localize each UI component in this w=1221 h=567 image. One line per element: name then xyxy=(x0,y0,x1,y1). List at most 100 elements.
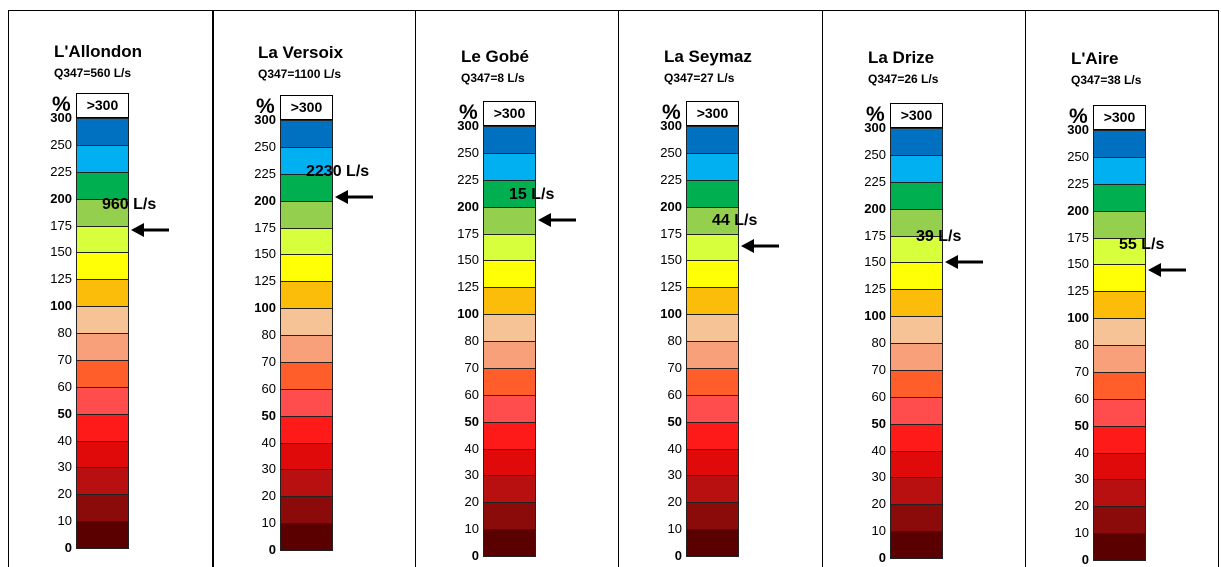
tick-label: 175 xyxy=(254,219,276,235)
scale-band xyxy=(890,450,943,478)
scale-band xyxy=(280,281,333,309)
overflow-box: >300 xyxy=(1093,105,1146,130)
tick-label: 100 xyxy=(50,298,72,314)
tick-label: 60 xyxy=(57,378,72,394)
overflow-box: >300 xyxy=(686,101,739,126)
tick-label: 40 xyxy=(261,434,276,450)
tick-label: 225 xyxy=(50,163,72,179)
scale-band xyxy=(890,262,943,290)
tick-label: 20 xyxy=(261,488,276,504)
scale-band xyxy=(686,421,739,449)
scale-band xyxy=(76,252,129,280)
percent-unit-label: % xyxy=(256,95,275,118)
tick-label: 300 xyxy=(457,118,479,133)
tick-label: 100 xyxy=(864,308,886,324)
flow-value-label: 960 L/s xyxy=(102,195,157,213)
tick-label: 30 xyxy=(667,467,682,483)
scale-band xyxy=(1093,398,1146,426)
scale-band xyxy=(1093,371,1146,399)
tick-label: 150 xyxy=(864,254,886,270)
tick-label: 0 xyxy=(1081,552,1089,567)
scale-band xyxy=(483,179,536,207)
scale-band xyxy=(483,152,536,180)
scale-band xyxy=(76,306,129,333)
tick-label: 30 xyxy=(871,469,886,485)
scale-band xyxy=(686,287,739,315)
tick-label: 30 xyxy=(261,461,276,477)
tick-label: 125 xyxy=(254,273,276,289)
scale-band xyxy=(686,529,739,557)
tick-label: 10 xyxy=(261,515,276,531)
scale-band xyxy=(483,314,536,341)
tick-label: 40 xyxy=(464,440,479,456)
tick-label: 200 xyxy=(254,192,276,208)
scale-band xyxy=(280,388,333,416)
scale-band xyxy=(76,494,129,522)
scale-band xyxy=(76,467,129,495)
scale-band xyxy=(890,396,943,424)
q347-label: Q347=38 L/s xyxy=(1071,73,1142,88)
tick-label: 300 xyxy=(864,120,886,135)
percent-unit-label: % xyxy=(459,101,478,124)
tick-label: 0 xyxy=(878,550,886,565)
tick-label: 50 xyxy=(464,413,479,429)
tick-label: 80 xyxy=(261,327,276,342)
frame-top-border xyxy=(8,10,1219,11)
scale-band xyxy=(280,523,333,551)
tick-label: 175 xyxy=(660,225,682,241)
tick-label: 125 xyxy=(50,271,72,287)
tick-label: 70 xyxy=(464,359,479,375)
tick-label: 225 xyxy=(660,171,682,187)
tick-label: 200 xyxy=(457,198,479,214)
tick-label: 20 xyxy=(1074,498,1089,514)
tick-label: 100 xyxy=(660,306,682,322)
scale-band xyxy=(483,206,536,234)
scale-band xyxy=(76,359,129,387)
tick-label: 30 xyxy=(464,467,479,483)
scale-band xyxy=(686,152,739,180)
tick-label: 10 xyxy=(57,513,72,529)
tick-label: 125 xyxy=(1067,283,1089,299)
frame-left-border xyxy=(8,10,9,567)
tick-label: 175 xyxy=(864,227,886,243)
flow-arrow-icon xyxy=(538,212,576,227)
scale-band xyxy=(280,200,333,228)
river-name: La Versoix xyxy=(258,43,344,63)
scale-band xyxy=(76,171,129,199)
scale-band xyxy=(1093,156,1146,184)
scale-band xyxy=(76,225,129,253)
overflow-box: >300 xyxy=(280,95,333,120)
tick-label: 250 xyxy=(254,138,276,154)
scale-band xyxy=(1093,237,1146,265)
tick-label: 40 xyxy=(667,440,682,456)
frame-right-border xyxy=(1218,10,1219,567)
scale-band xyxy=(483,260,536,288)
scale-band xyxy=(890,504,943,532)
tick-label: 150 xyxy=(660,252,682,268)
tick-label: 225 xyxy=(254,165,276,181)
tick-label: 80 xyxy=(1074,337,1089,352)
scale-band xyxy=(76,413,129,441)
flow-arrow-icon xyxy=(741,239,779,254)
flow-arrow-icon xyxy=(131,222,169,237)
tick-label: 40 xyxy=(1074,444,1089,460)
tick-label: 60 xyxy=(464,386,479,402)
tick-label: 150 xyxy=(457,252,479,268)
scale-band xyxy=(76,144,129,172)
scale-band xyxy=(483,233,536,261)
scale-band xyxy=(1093,533,1146,561)
scale-band xyxy=(280,361,333,389)
tick-label: 100 xyxy=(457,306,479,322)
tick-label: 175 xyxy=(457,225,479,241)
tick-label: 20 xyxy=(871,496,886,512)
scale-band xyxy=(483,475,536,503)
scale-band xyxy=(483,367,536,395)
flow-arrow-icon xyxy=(335,190,373,205)
overflow-box: >300 xyxy=(890,103,943,128)
tick-label: 250 xyxy=(457,144,479,160)
tick-label: 20 xyxy=(667,494,682,510)
scale-band xyxy=(1093,318,1146,345)
tick-label: 300 xyxy=(1067,122,1089,137)
tick-label: 125 xyxy=(864,281,886,297)
panel-divider xyxy=(1025,10,1026,567)
